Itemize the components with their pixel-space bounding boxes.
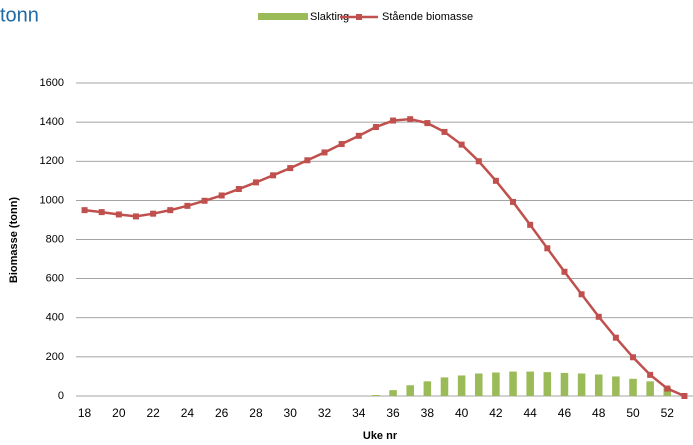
- marker: [98, 209, 105, 216]
- x-tick-label: 34: [352, 406, 366, 420]
- marker: [630, 354, 637, 361]
- x-tick-label: 46: [558, 406, 572, 420]
- y-tick-label: 200: [46, 351, 64, 363]
- x-tick-label: 32: [318, 406, 332, 420]
- x-tick-label: 28: [249, 406, 263, 420]
- y-tick-label: 0: [58, 390, 64, 402]
- y-axis-title: Biomasse (tonn): [8, 197, 20, 284]
- x-tick-label: 42: [489, 406, 503, 420]
- marker: [492, 177, 499, 184]
- marker: [407, 116, 414, 123]
- bar: [526, 371, 534, 396]
- y-tick-label: 1000: [40, 194, 64, 206]
- x-tick-label: 36: [386, 406, 400, 420]
- chart-title: tonn: [0, 4, 39, 26]
- x-tick-label: 30: [284, 406, 298, 420]
- y-tick-label: 1400: [40, 116, 64, 128]
- marker: [390, 117, 397, 124]
- marker: [167, 207, 174, 214]
- marker: [201, 197, 208, 204]
- x-axis-title: Uke nr: [363, 430, 398, 442]
- bar: [594, 374, 603, 396]
- x-tick-label: 20: [112, 406, 126, 420]
- bar: [372, 395, 380, 396]
- legend-label: Stående biomasse: [382, 11, 473, 23]
- marker: [235, 186, 242, 193]
- bar: [577, 373, 586, 396]
- line: [84, 117, 685, 398]
- legend-label: Slakting: [310, 11, 349, 23]
- x-tick-label: 24: [181, 406, 195, 420]
- marker: [424, 120, 431, 127]
- marker: [252, 179, 259, 186]
- y-tick-label: 600: [46, 273, 64, 285]
- x-tick-label: 50: [626, 406, 640, 420]
- x-tick-label: 26: [215, 406, 229, 420]
- marker: [355, 132, 362, 139]
- marker: [321, 149, 328, 156]
- y-tick-label: 400: [46, 312, 64, 324]
- marker: [510, 198, 517, 205]
- marker: [81, 207, 88, 214]
- y-tick-label: 800: [46, 233, 64, 245]
- marker: [150, 210, 157, 217]
- bar: [406, 385, 414, 396]
- x-tick-label: 44: [524, 406, 538, 420]
- marker: [218, 192, 225, 199]
- marker: [664, 385, 671, 392]
- marker: [304, 157, 311, 164]
- bar: [509, 371, 517, 396]
- marker: [681, 393, 688, 399]
- bar: [612, 376, 620, 396]
- bar: [560, 372, 569, 396]
- marker: [475, 158, 482, 165]
- marker: [115, 211, 122, 218]
- bar: [492, 372, 500, 396]
- marker: [287, 165, 294, 172]
- marker: [441, 128, 448, 135]
- marker: [270, 172, 277, 179]
- marker: [612, 334, 619, 341]
- marker: [578, 291, 585, 298]
- marker: [647, 371, 654, 378]
- legend-swatch: [356, 14, 362, 20]
- x-tick-label: 38: [421, 406, 435, 420]
- bar: [543, 372, 552, 396]
- bar: [440, 377, 449, 396]
- marker: [338, 141, 345, 148]
- marker: [458, 141, 465, 148]
- bar: [663, 387, 672, 396]
- x-tick-label: 18: [78, 406, 92, 420]
- bar: [423, 381, 432, 396]
- bar: [646, 381, 654, 396]
- legend-swatch: [258, 13, 308, 20]
- marker: [595, 313, 602, 320]
- bar: [389, 390, 397, 396]
- marker: [184, 202, 191, 209]
- x-tick-label: 22: [146, 406, 160, 420]
- y-tick-label: 1200: [40, 155, 64, 167]
- y-tick-label: 1600: [40, 77, 64, 89]
- marker: [132, 213, 139, 220]
- bar: [629, 378, 637, 396]
- x-tick-label: 52: [661, 406, 675, 420]
- bar: [457, 375, 466, 396]
- bar: [474, 373, 483, 396]
- marker: [544, 245, 551, 252]
- marker: [372, 124, 379, 131]
- x-tick-label: 48: [592, 406, 606, 420]
- marker: [527, 221, 534, 228]
- x-tick-label: 40: [455, 406, 469, 420]
- marker: [561, 268, 568, 275]
